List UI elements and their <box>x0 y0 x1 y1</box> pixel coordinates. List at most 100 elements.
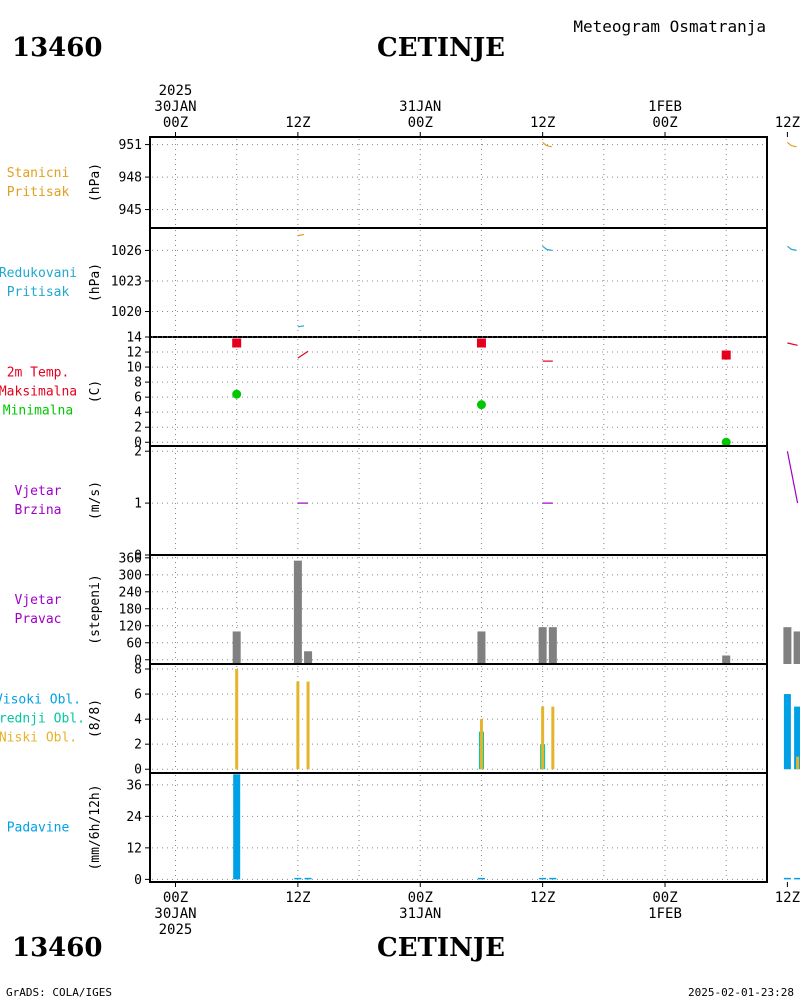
y-tick-label: 10 <box>126 361 142 376</box>
series-segment <box>787 342 798 346</box>
top-time-label: 00Z <box>652 115 677 131</box>
panel-reduced-pressure: 1020 1023 1026 (hPa) Redukovani Pritisak <box>0 227 797 338</box>
unit-label: (stepeni) <box>88 574 103 644</box>
bottom-time-label: 1FEB <box>648 906 682 922</box>
panel-label: Vjetar <box>15 593 62 608</box>
tmin-marker <box>232 389 242 399</box>
panel-label: Minimalna <box>3 404 73 419</box>
panel-label: Padavine <box>7 821 70 836</box>
top-time-label: 12Z <box>775 115 800 131</box>
panel-label: 2m Temp. <box>7 366 70 381</box>
footer-credit: GrADS: COLA/IGES <box>6 986 112 999</box>
panel-frame <box>149 336 768 447</box>
panel-label: Niski Obl. <box>0 731 77 746</box>
y-tick-label: 8 <box>134 663 142 678</box>
bottom-time-label: 30JAN <box>154 906 196 922</box>
precip-bar <box>539 877 547 880</box>
series-segment <box>787 141 797 148</box>
y-tick-label: 945 <box>119 203 142 218</box>
header-station-name: CETINJE <box>377 33 505 63</box>
direction-bar <box>783 627 792 664</box>
tmax-marker <box>721 350 731 360</box>
unit-label: (hPa) <box>88 163 103 202</box>
tmin-marker <box>476 400 486 410</box>
y-tick-label: 60 <box>126 636 142 651</box>
precip-bar <box>304 877 312 880</box>
precip-bar <box>783 877 791 880</box>
cloud-low-bar <box>235 669 239 770</box>
direction-bar <box>293 560 302 664</box>
unit-label: (m/s) <box>88 481 103 520</box>
series-segment <box>542 141 552 148</box>
panel-label: Visoki Obl. <box>0 693 81 708</box>
y-tick-label: 4 <box>134 713 142 728</box>
cloud-low-bar <box>306 681 310 770</box>
tmax-marker <box>232 338 242 348</box>
header-station-id: 13460 <box>12 33 102 63</box>
tmax-marker <box>476 338 486 348</box>
top-time-label: 31JAN <box>399 99 441 115</box>
panel-clouds: 0 2 4 6 8 (8/8) Visoki Obl. Srednji Obl. Niski O… <box>0 663 800 778</box>
direction-bar <box>477 631 486 664</box>
y-tick-label: 2 <box>134 738 142 753</box>
y-tick-label: 948 <box>119 171 142 186</box>
y-tick-label: 12 <box>126 841 142 856</box>
panel-frame <box>149 136 768 229</box>
y-tick-label: 120 <box>119 619 142 634</box>
y-tick-label: 300 <box>119 568 142 583</box>
panel-precipitation: 0 12 24 36 (mm/6h/12h) Padavine <box>7 772 800 888</box>
footer-station-name: CETINJE <box>377 933 505 963</box>
tmin-marker <box>721 437 731 447</box>
cloud-low-bar <box>796 756 800 770</box>
panels-group: 945948951(hPa)StanicniPritisak1020102310… <box>0 136 800 888</box>
direction-bar <box>304 651 313 664</box>
panel-frame <box>149 772 768 883</box>
y-tick-label: 1 <box>134 497 142 512</box>
precip-bar <box>549 877 557 880</box>
series-segment <box>542 245 552 251</box>
y-tick-label: 951 <box>119 138 142 153</box>
bottom-time-label: 31JAN <box>399 906 441 922</box>
top-time-label: 00Z <box>408 115 433 131</box>
bottom-time-label: 00Z <box>652 890 677 906</box>
bottom-time-label: 12Z <box>285 890 310 906</box>
cloud-low-bar <box>479 719 483 770</box>
unit-label: (8/8) <box>88 699 103 738</box>
y-tick-label: 0 <box>134 763 142 778</box>
panel-station-pressure: 945 948 951 (hPa) Stanicni Pritisak <box>7 136 797 237</box>
direction-bar <box>232 631 241 664</box>
top-time-label: 12Z <box>285 115 310 131</box>
direction-bar <box>722 655 731 664</box>
header-subtitle: Meteogram Osmatranja <box>573 17 766 36</box>
panel-frame <box>149 445 768 556</box>
bottom-time-label: 12Z <box>530 890 555 906</box>
y-tick-label: 6 <box>134 391 142 406</box>
top-time-label: 30JAN <box>154 99 196 115</box>
panel-label: Redukovani <box>0 266 77 281</box>
y-tick-label: 6 <box>134 688 142 703</box>
top-time-label: 1FEB <box>648 99 682 115</box>
series-segment <box>297 325 305 328</box>
direction-bar <box>548 627 557 664</box>
precip-bar <box>477 877 485 880</box>
series-segment <box>786 451 799 504</box>
series-segment <box>297 233 305 237</box>
top-time-label: 00Z <box>163 115 188 131</box>
panel-label: Brzina <box>15 503 62 518</box>
precip-bar <box>294 877 302 880</box>
y-tick-label: 24 <box>126 810 142 825</box>
y-tick-label: 1026 <box>111 244 142 259</box>
cloud-low-bar <box>551 706 555 770</box>
bottom-time-label: 2025 <box>159 922 193 938</box>
y-tick-label: 180 <box>119 602 142 617</box>
panel-label: Srednji Obl. <box>0 712 85 727</box>
y-tick-label: 240 <box>119 585 142 600</box>
unit-label: (hPa) <box>88 263 103 302</box>
cloud-high-bar <box>794 706 800 770</box>
cloud-high-bar <box>783 694 791 770</box>
panel-label: Pritisak <box>7 285 70 300</box>
y-tick-label: 8 <box>134 376 142 391</box>
direction-bar <box>538 627 547 664</box>
